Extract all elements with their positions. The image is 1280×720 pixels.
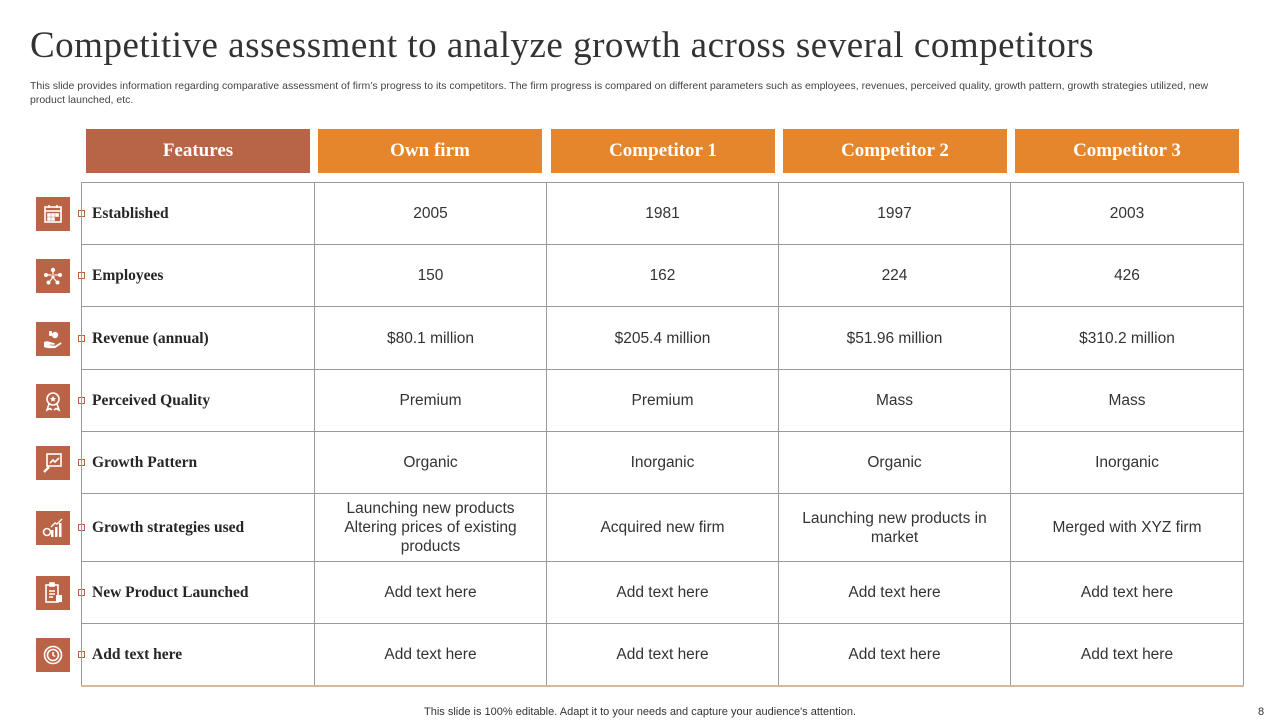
cell-competitor-3: 426 <box>1010 244 1244 307</box>
cell-own-firm: Launching new products Altering prices o… <box>314 493 547 562</box>
cell-competitor-2: Launching new products in market <box>778 493 1011 562</box>
table-row: Perceived Quality Premium Premium Mass M… <box>81 369 1244 432</box>
feature-label: Employees <box>81 244 315 307</box>
product-checklist-icon <box>36 576 70 610</box>
cell-competitor-1: $205.4 million <box>546 306 779 370</box>
cell-competitor-1: Add text here <box>546 623 779 687</box>
cell-competitor-2: $51.96 million <box>778 306 1011 370</box>
table-row: Revenue (annual) $80.1 million $205.4 mi… <box>81 306 1244 370</box>
cell-competitor-3: Inorganic <box>1010 431 1244 494</box>
cell-competitor-2: Add text here <box>778 623 1011 687</box>
money-hand-icon <box>36 322 70 356</box>
header-features: Features <box>86 129 310 173</box>
cell-own-firm: Add text here <box>314 561 547 624</box>
slide-title: Competitive assessment to analyze growth… <box>30 25 1095 66</box>
feature-label: Growth Pattern <box>81 431 315 494</box>
cell-competitor-3: Mass <box>1010 369 1244 432</box>
cell-competitor-1: Acquired new firm <box>546 493 779 562</box>
cell-competitor-2: Add text here <box>778 561 1011 624</box>
cell-own-firm: 2005 <box>314 182 547 245</box>
page-number: 8 <box>1258 706 1265 718</box>
footer-note: This slide is 100% editable. Adapt it to… <box>424 706 856 718</box>
feature-label: Growth strategies used <box>81 493 315 562</box>
strategy-chart-icon <box>36 511 70 545</box>
cell-competitor-1: Inorganic <box>546 431 779 494</box>
cell-competitor-2: 1997 <box>778 182 1011 245</box>
cell-competitor-3: Add text here <box>1010 561 1244 624</box>
team-icon <box>36 259 70 293</box>
header-competitor-2: Competitor 2 <box>783 129 1007 173</box>
cell-competitor-1: 1981 <box>546 182 779 245</box>
feature-label: Add text here <box>81 623 315 687</box>
header-competitor-3: Competitor 3 <box>1015 129 1239 173</box>
table-row: Growth Pattern Organic Inorganic Organic… <box>81 431 1244 494</box>
calendar-icon <box>36 197 70 231</box>
feature-label: Revenue (annual) <box>81 306 315 370</box>
award-badge-icon <box>36 384 70 418</box>
growth-chart-icon <box>36 446 70 480</box>
feature-label: New Product Launched <box>81 561 315 624</box>
feature-label: Established <box>81 182 315 245</box>
cell-own-firm: Organic <box>314 431 547 494</box>
cell-competitor-3: 2003 <box>1010 182 1244 245</box>
clock-icon <box>36 638 70 672</box>
header-competitor-1: Competitor 1 <box>551 129 775 173</box>
cell-competitor-1: 162 <box>546 244 779 307</box>
cell-competitor-3: $310.2 million <box>1010 306 1244 370</box>
table-row: Growth strategies used Launching new pro… <box>81 493 1244 562</box>
cell-own-firm: Premium <box>314 369 547 432</box>
table-row: Add text here Add text here Add text her… <box>81 623 1244 687</box>
cell-own-firm: $80.1 million <box>314 306 547 370</box>
comparison-table: Established 2005 1981 1997 2003 Employee… <box>81 182 1244 687</box>
cell-competitor-1: Premium <box>546 369 779 432</box>
cell-own-firm: 150 <box>314 244 547 307</box>
cell-competitor-1: Add text here <box>546 561 779 624</box>
table-row: Established 2005 1981 1997 2003 <box>81 182 1244 245</box>
cell-own-firm: Add text here <box>314 623 547 687</box>
cell-competitor-2: Organic <box>778 431 1011 494</box>
header-own-firm: Own firm <box>318 129 542 173</box>
cell-competitor-3: Add text here <box>1010 623 1244 687</box>
cell-competitor-2: 224 <box>778 244 1011 307</box>
cell-competitor-2: Mass <box>778 369 1011 432</box>
slide-subtitle: This slide provides information regardin… <box>30 80 1209 106</box>
cell-competitor-3: Merged with XYZ firm <box>1010 493 1244 562</box>
table-row: Employees 150 162 224 426 <box>81 244 1244 307</box>
feature-label: Perceived Quality <box>81 369 315 432</box>
table-row: New Product Launched Add text here Add t… <box>81 561 1244 624</box>
